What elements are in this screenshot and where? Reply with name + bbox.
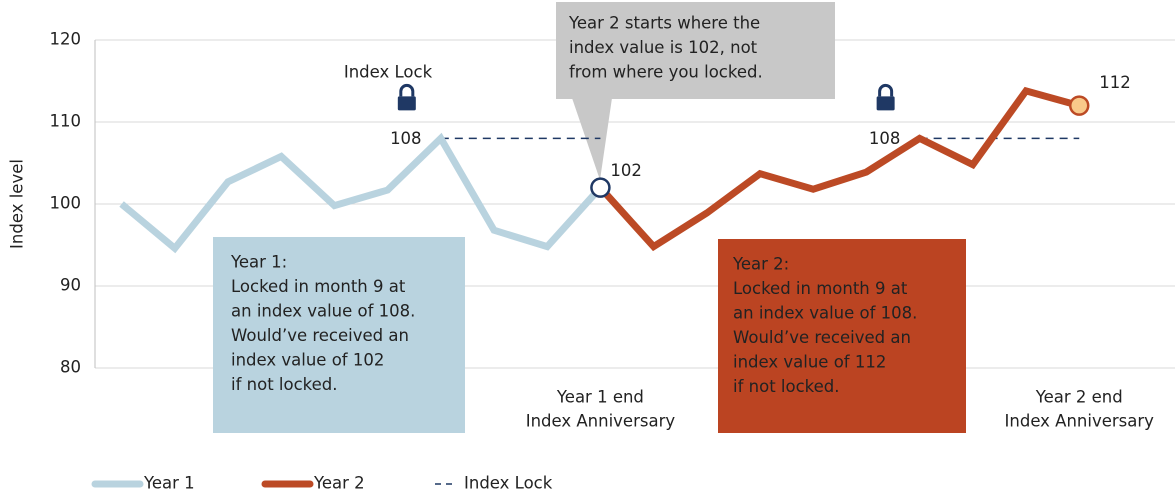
year2-box-text: Year 2: (732, 255, 789, 274)
lock-icon-shackle (878, 83, 894, 97)
year2-box (718, 239, 966, 433)
index-lock-label: Index Lock (344, 63, 433, 82)
year1-box-text: an index value of 108. (231, 302, 415, 321)
year2-box-text: Would’ve received an (733, 328, 911, 347)
y-tick-label: 90 (60, 276, 81, 295)
series-line (597, 86, 1081, 252)
y-tick-label: 120 (50, 30, 82, 49)
y-axis-label: Index level (8, 159, 27, 249)
x-tick-label: Index Anniversary (526, 412, 676, 431)
lock-icon-body (397, 96, 416, 111)
year1-box-text: Locked in month 9 at (231, 277, 406, 296)
callout-box (556, 2, 835, 99)
legend-label: Year 1 (143, 474, 195, 493)
year1-box (213, 237, 465, 433)
end-value-label: 112 (1099, 73, 1131, 92)
year2-box-text: an index value of 108. (733, 304, 917, 323)
year1-box-text: index value of 102 (231, 351, 384, 370)
year1-box-text: Year 1: (230, 253, 287, 272)
y-tick-label: 110 (50, 112, 82, 131)
x-tick-label: Index Anniversary (1005, 412, 1155, 431)
callout-pointer (572, 98, 612, 180)
series-line (119, 132, 604, 254)
y-tick-label: 100 (50, 194, 82, 213)
lock-value-label: 108 (390, 129, 422, 148)
lock-value-label: 108 (869, 129, 901, 148)
year2-box-text: if not locked. (733, 377, 840, 396)
callout-text: index value is 102, not (569, 38, 758, 57)
year1-box-text: Would’ve received an (231, 326, 409, 345)
end-value-label: 102 (610, 161, 642, 180)
year1-box-text: if not locked. (231, 375, 338, 394)
year2-box-text: Locked in month 9 at (733, 279, 908, 298)
lock-icon-shackle (399, 83, 415, 97)
end-marker (590, 177, 611, 198)
year2-box-text: index value of 112 (733, 353, 886, 372)
x-tick-label: Year 1 end (556, 388, 644, 407)
callout-text: from where you locked. (569, 63, 763, 82)
end-marker (1068, 95, 1090, 116)
x-tick-label: Year 2 end (1035, 388, 1123, 407)
legend-label: Index Lock (464, 474, 553, 493)
lock-icon-body (876, 96, 895, 111)
legend-label: Year 2 (313, 474, 365, 493)
callout-text: Year 2 starts where the (568, 14, 760, 33)
y-tick-label: 80 (60, 358, 81, 377)
